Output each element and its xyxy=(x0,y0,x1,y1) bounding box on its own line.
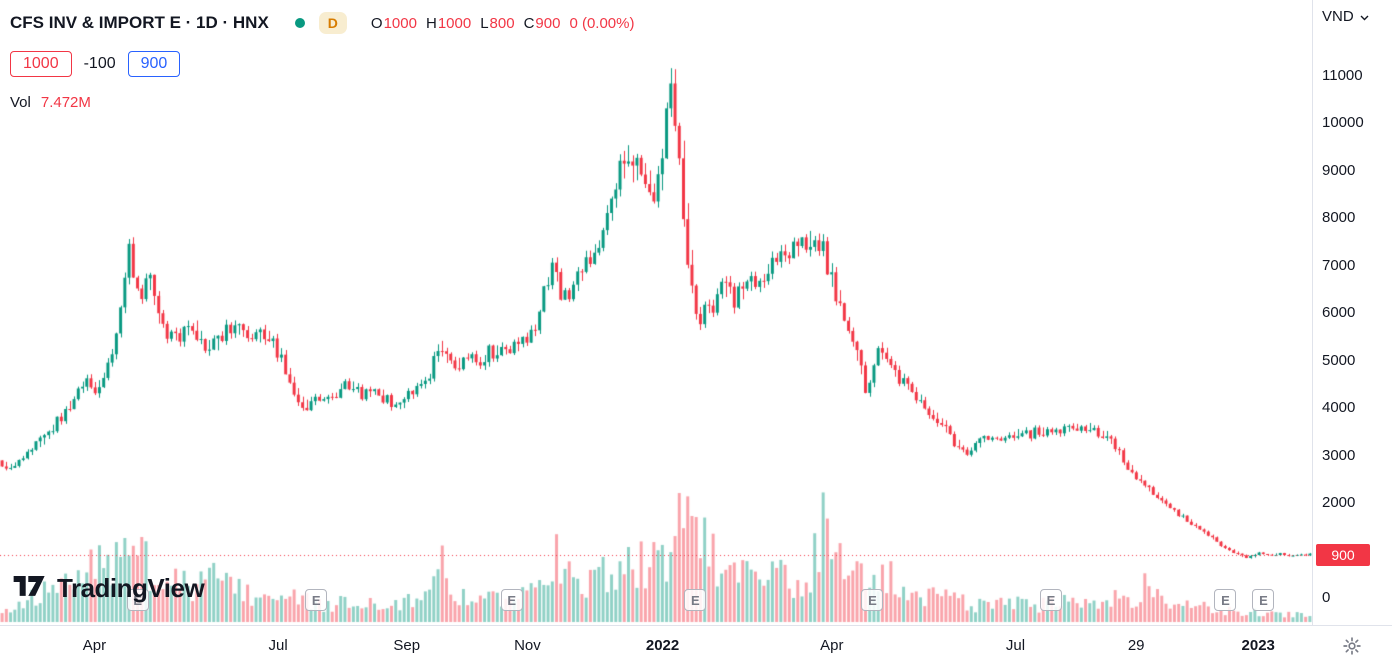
time-tick: 29 xyxy=(1127,637,1145,654)
earnings-marker[interactable]: E xyxy=(1039,589,1062,611)
time-tick: 2022 xyxy=(645,637,680,654)
price-tick: 11000 xyxy=(1322,67,1363,84)
trade-buttons-row: 1000 -100 900 xyxy=(10,51,634,77)
time-tick: Apr xyxy=(820,637,844,654)
earnings-marker[interactable]: E xyxy=(500,589,523,611)
gear-icon[interactable] xyxy=(1342,636,1362,656)
time-tick: Sep xyxy=(393,637,421,654)
currency-label: VND xyxy=(1322,8,1354,25)
price-tick: 9000 xyxy=(1322,161,1356,179)
price-axis[interactable]: VND 11000 10000 9000 8000 7000 6000 5000 4000 30… xyxy=(1312,0,1392,625)
earnings-marker[interactable]: E xyxy=(305,589,328,611)
change-value: 0 (0.00%) xyxy=(569,14,635,32)
time-tick: Apr xyxy=(82,637,107,654)
volume-label: Vol xyxy=(10,94,31,111)
tradingview-logo[interactable]: TradingView xyxy=(12,570,205,606)
tradingview-logo-icon xyxy=(12,570,48,606)
earnings-marker[interactable]: E xyxy=(1252,589,1275,611)
earnings-marker[interactable]: E xyxy=(861,589,884,611)
price-tick: 3000 xyxy=(1322,446,1356,464)
candlestick-chart[interactable] xyxy=(0,0,1312,625)
symbol-title[interactable]: CFS INV & IMPORT E · 1D · HNX xyxy=(10,13,269,32)
time-tick: Jul xyxy=(1005,637,1026,654)
currency-selector[interactable]: VND xyxy=(1322,8,1369,25)
time-tick: Jul xyxy=(268,637,288,654)
price-tick: 8000 xyxy=(1322,209,1356,227)
price-tick: 0 xyxy=(1322,589,1331,606)
buy-button[interactable]: 900 xyxy=(127,51,181,77)
price-tick: 2000 xyxy=(1322,494,1356,512)
last-price-badge: 900 xyxy=(1316,544,1370,567)
close-label: C xyxy=(523,14,535,32)
chevron-down-icon xyxy=(1360,8,1369,25)
high-value: 1000 xyxy=(437,14,472,32)
price-tick: 10000 xyxy=(1322,114,1364,132)
spread-value: -100 xyxy=(83,55,116,72)
earnings-marker[interactable]: E xyxy=(684,589,707,611)
price-tick: 7000 xyxy=(1322,256,1356,274)
open-value: 1000 xyxy=(383,14,417,32)
volume-readout: Vol 7.472M xyxy=(10,94,634,111)
sell-button[interactable]: 1000 xyxy=(10,51,72,77)
high-label: H xyxy=(425,14,437,32)
time-tick: Nov xyxy=(514,637,541,654)
earnings-marker[interactable]: E xyxy=(1214,589,1237,611)
time-tick: 2023 xyxy=(1241,637,1275,654)
earnings-marker[interactable]: E xyxy=(126,589,149,611)
close-value: 900 xyxy=(535,14,561,32)
volume-value: 7.472M xyxy=(40,94,91,111)
price-tick: 5000 xyxy=(1322,351,1356,369)
price-tick: 6000 xyxy=(1322,304,1356,322)
market-status-dot xyxy=(294,18,305,28)
price-tick: 4000 xyxy=(1322,399,1356,417)
delayed-data-badge[interactable]: D xyxy=(318,12,347,34)
open-label: O xyxy=(370,14,383,32)
time-axis[interactable]: Apr Jul Sep Nov 2022 Apr Jul 29 2023 xyxy=(0,625,1392,666)
ohlc-readout: O 1000 H 1000 L 800 C 900 0 (0.00%) xyxy=(371,15,635,32)
low-label: L xyxy=(480,14,489,32)
low-value: 800 xyxy=(489,14,515,32)
axis-corner xyxy=(1312,625,1392,666)
tradingview-logo-text: TradingView xyxy=(57,572,205,603)
